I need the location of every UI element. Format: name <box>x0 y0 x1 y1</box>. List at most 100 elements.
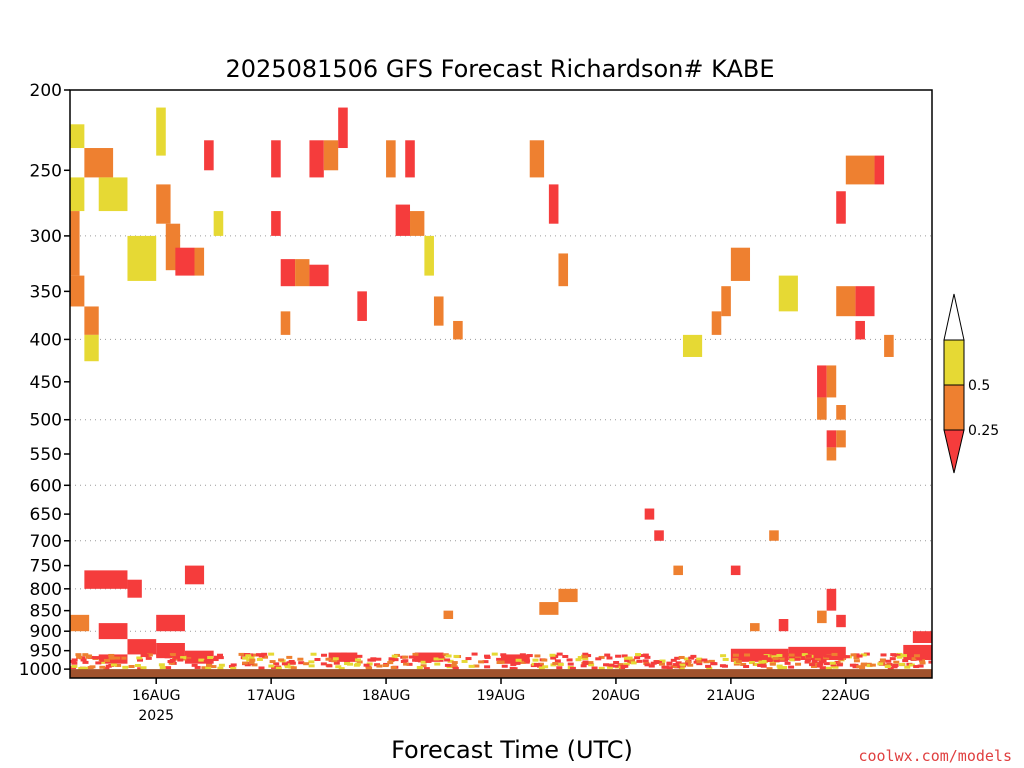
speckle-cell <box>85 655 92 659</box>
heatmap-cell-35 <box>558 253 569 287</box>
heatmap-cell-56 <box>644 508 655 520</box>
speckle-cell <box>687 663 694 667</box>
speckle-cell <box>513 655 520 659</box>
speckle-cell <box>290 666 297 670</box>
speckle-cell <box>451 661 458 665</box>
heatmap-cell-79 <box>414 652 444 662</box>
speckle-cell <box>776 664 783 668</box>
speckle-cell <box>710 662 717 666</box>
speckle-cell <box>444 658 451 662</box>
speckle-cell <box>708 659 715 663</box>
speckle-cell <box>908 663 915 667</box>
speckle-cell <box>701 658 708 662</box>
speckle-cell <box>841 655 848 659</box>
speckle-cell <box>258 654 265 658</box>
speckle-cell <box>511 667 518 671</box>
speckle-cell <box>269 660 276 664</box>
legend-swatch-high <box>943 339 965 386</box>
speckle-cell <box>445 654 452 658</box>
speckle-cell <box>93 656 100 660</box>
speckle-cell <box>413 656 420 660</box>
heatmap-cell-78 <box>328 652 358 662</box>
speckle-cell <box>120 656 127 660</box>
speckle-cell <box>567 662 574 666</box>
speckle-cell <box>810 665 817 669</box>
x-axis-title: Forecast Time (UTC) <box>391 736 633 764</box>
heatmap-cell-0 <box>70 124 85 149</box>
speckle-cell <box>772 656 779 660</box>
heatmap-cell-31 <box>453 320 463 340</box>
y-tick-label: 950 <box>30 642 62 662</box>
speckle-cell <box>804 660 811 664</box>
speckle-cell <box>242 656 249 660</box>
speckle-cell <box>343 656 350 660</box>
speckle-cell <box>482 660 489 664</box>
speckle-cell <box>622 664 629 668</box>
heatmap-cell-45 <box>836 286 856 317</box>
y-tick-label: 750 <box>30 557 62 577</box>
speckle-cell <box>577 656 584 660</box>
credit-text: coolwx.com/models <box>858 747 1012 765</box>
speckle-cell <box>581 655 588 659</box>
speckle-cell <box>244 663 251 667</box>
heatmap-cell-65 <box>836 614 846 628</box>
speckle-cell <box>666 666 673 670</box>
speckle-cell <box>95 661 102 665</box>
speckle-cell <box>690 654 697 658</box>
speckle-cell <box>76 655 83 659</box>
speckle-cell <box>268 664 275 668</box>
heatmap-cell-36 <box>682 334 703 357</box>
heatmap-cell-70 <box>184 565 205 585</box>
speckle-cell <box>70 659 77 663</box>
speckle-cell <box>856 665 863 669</box>
legend: 0.5 0.25 <box>943 293 999 474</box>
heatmap-cell-80 <box>501 654 530 664</box>
speckle-cell <box>320 662 327 666</box>
heatmap-speckle <box>70 652 932 671</box>
speckle-cell <box>575 658 582 662</box>
heatmap-cell-67 <box>778 619 789 632</box>
speckle-cell <box>648 664 655 668</box>
speckle-cell <box>860 653 867 657</box>
speckle-cell <box>595 657 602 661</box>
speckle-cell <box>913 665 920 669</box>
speckle-cell <box>392 658 399 662</box>
speckle-cell <box>366 666 373 670</box>
legend-label: 0.5 <box>968 378 990 394</box>
speckle-cell <box>538 666 545 670</box>
speckle-cell <box>101 654 108 658</box>
speckle-cell <box>894 654 901 658</box>
heatmap-cell-34 <box>548 184 559 224</box>
speckle-cell <box>532 658 539 662</box>
y-tick-label: 450 <box>30 373 62 393</box>
speckle-cell <box>484 654 491 658</box>
speckle-cell <box>335 658 342 662</box>
speckle-cell <box>778 657 785 661</box>
speckle-cell <box>784 653 791 657</box>
heatmap-cell-73 <box>156 614 185 632</box>
speckle-cell <box>566 658 573 662</box>
speckle-cell <box>344 662 351 666</box>
legend-bottom-arrow <box>943 429 965 474</box>
speckle-cell <box>891 665 898 669</box>
speckle-cell <box>852 665 859 669</box>
speckle-cell <box>627 660 634 664</box>
speckle-cell <box>743 664 750 668</box>
speckle-cell <box>556 666 563 670</box>
speckle-cell <box>249 658 256 662</box>
speckle-cell <box>884 665 891 669</box>
speckle-cell <box>87 666 94 670</box>
speckle-cell <box>473 664 480 668</box>
speckle-cell <box>519 660 526 664</box>
speckle-cell <box>769 662 776 666</box>
heatmap-cell-52 <box>826 430 837 448</box>
heatmap-cell-53 <box>836 430 846 448</box>
speckle-cell <box>524 659 531 663</box>
speckle-cell <box>484 665 491 669</box>
speckle-cell <box>766 667 773 671</box>
speckle-cell <box>866 664 873 668</box>
x-tick-label: 19AUG <box>477 688 526 704</box>
speckle-cell <box>696 660 703 664</box>
speckle-cell <box>831 652 838 656</box>
